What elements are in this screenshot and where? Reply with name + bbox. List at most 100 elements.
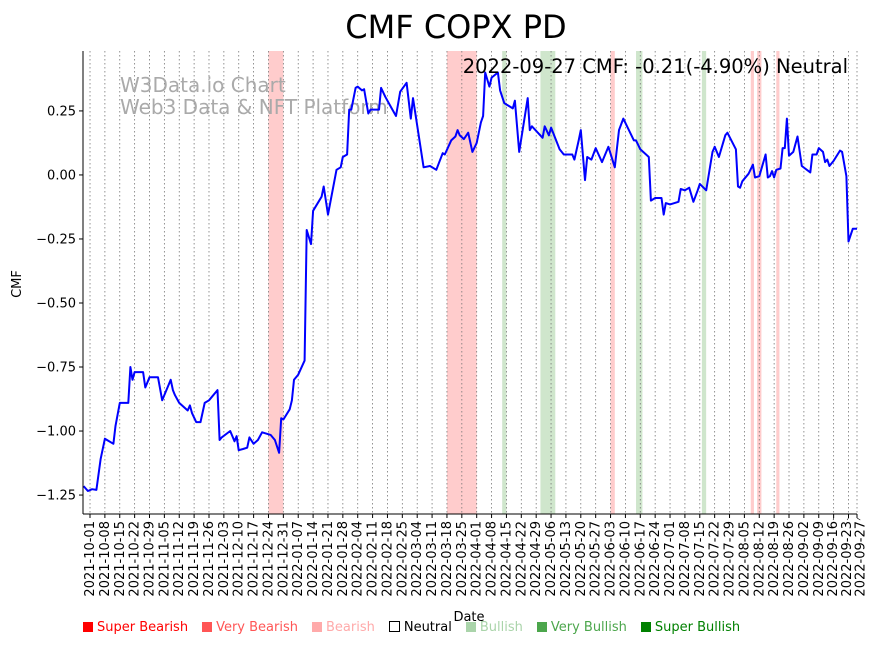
region-very-bearish — [750, 51, 754, 514]
y-tick-label: −0.25 — [36, 232, 76, 247]
region-very-bullish — [502, 51, 507, 514]
region-very-bearish — [757, 51, 762, 514]
legend-swatch — [536, 622, 547, 632]
x-tick-label: 2022-07-22 — [708, 521, 723, 597]
x-tick-label: 2021-10-15 — [113, 521, 128, 597]
axes: 2021-10-01 2021-10-08 2021-10-15 2021-10-22… — [36, 51, 868, 597]
x-tick-label: 2022-01-07 — [291, 521, 306, 597]
region-very-bearish — [610, 51, 615, 514]
x-tick-label: 2022-03-11 — [425, 521, 440, 597]
legend-label: Very Bullish — [550, 620, 627, 635]
x-tick-label: 2022-09-23 — [840, 521, 855, 597]
x-tick-label: 2022-09-27 — [853, 521, 868, 597]
y-tick-label: 0.25 — [47, 104, 76, 119]
legend-swatch — [311, 622, 322, 632]
y-tick-label: −0.75 — [36, 361, 76, 376]
x-tick-label: 2022-03-18 — [440, 521, 455, 597]
y-tick-label: −1.25 — [36, 489, 76, 504]
x-tick-label: 2022-01-14 — [306, 521, 321, 597]
legend-item: Very Bullish — [536, 620, 627, 635]
x-tick-label: 2021-11-19 — [187, 521, 202, 597]
legend-swatch — [202, 622, 213, 632]
x-tick-leader — [832, 517, 834, 521]
x-tick-label: 2021-10-08 — [98, 521, 113, 597]
x-tick-label: 2022-07-29 — [723, 521, 738, 597]
x-tick-label: 2022-07-08 — [678, 521, 693, 597]
x-tick-label: 2021-11-26 — [202, 521, 217, 597]
x-tick-label: 2022-09-02 — [797, 521, 812, 597]
x-tick-label: 2022-02-25 — [395, 521, 410, 597]
x-tick-label: 2022-08-19 — [767, 521, 782, 597]
x-tick-label: 2022-06-10 — [618, 521, 633, 597]
chart-title: CMF COPX PD — [345, 8, 566, 46]
x-tick-label: 2022-07-01 — [663, 521, 678, 597]
x-tick-label: 2021-10-29 — [143, 521, 158, 597]
x-tick-label: 2021-11-05 — [157, 521, 172, 597]
x-tick-label: 2022-08-26 — [782, 521, 797, 597]
legend-item: Neutral — [388, 620, 452, 635]
legend-swatch — [465, 622, 476, 632]
x-tick-label: 2022-06-03 — [604, 521, 619, 597]
x-tick-label: 2022-04-08 — [485, 521, 500, 597]
x-tick-label: 2022-06-17 — [633, 521, 648, 597]
region-very-bearish — [268, 51, 284, 514]
x-tick-label: 2022-02-04 — [351, 521, 366, 597]
x-tick-label: 2022-01-28 — [336, 521, 351, 597]
x-tick-label: 2021-12-31 — [276, 521, 291, 597]
x-tick-leader — [846, 517, 849, 521]
region-very-bearish — [776, 51, 780, 514]
x-tick-label: 2022-05-06 — [544, 521, 559, 597]
signal-regions — [268, 51, 780, 514]
x-tick-label: 2022-09-16 — [826, 521, 841, 597]
legend-swatch — [388, 621, 400, 632]
x-tick-label: 2021-12-03 — [217, 521, 232, 597]
legend-label: Super Bearish — [97, 620, 189, 635]
x-tick-label: 2022-04-01 — [470, 521, 485, 597]
legend: Super Bearish Very Bearish Bearish Neutral B… — [83, 620, 740, 635]
x-tick-label: 2022-04-15 — [499, 521, 514, 597]
grid-lines — [89, 51, 858, 514]
x-tick-label: 2022-02-11 — [366, 521, 381, 597]
x-tick-label: 2022-08-05 — [737, 521, 752, 597]
x-tick-label: 2022-03-04 — [410, 521, 425, 597]
legend-label: Very Bearish — [216, 620, 298, 635]
legend-label: Super Bullish — [654, 620, 741, 635]
region-very-bullish — [540, 51, 556, 514]
x-tick-label: 2021-12-24 — [261, 521, 276, 597]
chart-annotation: 2022-09-27 CMF: -0.21(-4.90%) Neutral — [463, 55, 848, 78]
x-tick-label: 2022-05-27 — [589, 521, 604, 597]
y-axis-label: CMF — [10, 270, 25, 298]
x-tick-label: 2021-12-10 — [232, 521, 247, 597]
legend-item: Bullish — [465, 620, 523, 635]
y-tick-label: −1.00 — [36, 425, 76, 440]
legend-item: Bearish — [311, 620, 375, 635]
x-tick-label: 2021-10-22 — [128, 521, 143, 597]
cmf-series-line — [82, 71, 857, 492]
x-tick-label: 2022-08-12 — [752, 521, 767, 597]
x-tick-label: 2022-02-18 — [380, 521, 395, 597]
x-tick-label: 2022-05-20 — [574, 521, 589, 597]
region-very-bullish — [701, 51, 707, 514]
y-tick-label: 0.00 — [47, 168, 76, 183]
x-tick-label: 2022-04-29 — [529, 521, 544, 597]
x-tick-label: 2022-05-13 — [559, 521, 574, 597]
x-tick-leader — [856, 517, 861, 521]
x-tick-label: 2022-09-09 — [812, 521, 827, 597]
x-tick-label: 2022-06-24 — [648, 521, 663, 597]
x-tick-label: 2022-01-21 — [321, 521, 336, 597]
legend-swatch — [640, 622, 651, 632]
legend-item: Super Bearish — [83, 620, 188, 635]
legend-item: Super Bullish — [640, 620, 741, 635]
region-very-bullish — [636, 51, 643, 514]
x-tick-label: 2021-11-12 — [172, 521, 187, 597]
legend-item: Very Bearish — [202, 620, 298, 635]
watermark-line-2: Web3 Data & NFT Platform — [120, 95, 388, 119]
legend-label: Neutral — [403, 620, 452, 635]
y-tick-label: −0.50 — [36, 296, 76, 311]
legend-label: Bullish — [479, 620, 523, 635]
x-tick-label: 2022-03-25 — [455, 521, 470, 597]
x-tick-label: 2021-12-17 — [247, 521, 262, 597]
legend-label: Bearish — [325, 620, 375, 635]
x-tick-label: 2022-07-15 — [693, 521, 708, 597]
